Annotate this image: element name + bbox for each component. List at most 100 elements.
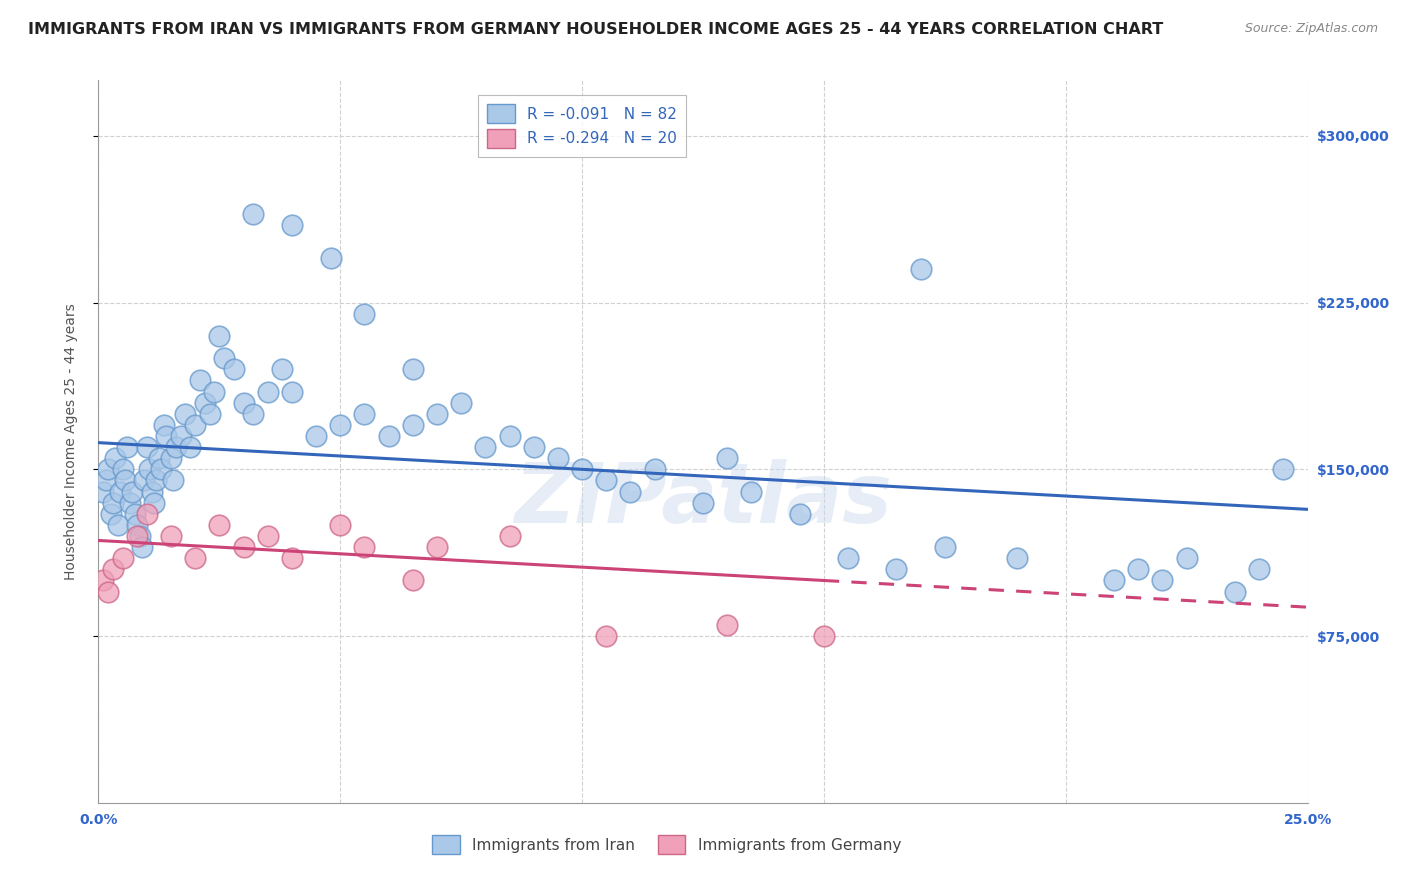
Point (281, 218, 304, 232)
Point (150, 462, 173, 476)
Point (644, 462, 666, 476)
Point (198, 407, 221, 421)
Point (281, 551, 304, 566)
Point (91, 484, 114, 499)
Point (138, 462, 160, 476)
Point (208, 517, 231, 532)
Point (595, 629, 617, 643)
Point (789, 507, 811, 521)
Point (837, 551, 859, 566)
Point (498, 429, 520, 443)
Point (208, 329, 231, 343)
Point (886, 562, 908, 576)
Point (152, 417, 174, 432)
Text: ZIPatlas: ZIPatlas (515, 458, 891, 540)
Point (148, 451, 170, 466)
Point (160, 529, 183, 543)
Point (716, 618, 738, 632)
Point (145, 474, 167, 488)
Point (402, 417, 425, 432)
Point (101, 562, 124, 576)
Point (100, 507, 122, 521)
Point (114, 474, 136, 488)
Point (104, 451, 127, 466)
Point (134, 474, 156, 488)
Text: Source: ZipAtlas.com: Source: ZipAtlas.com (1244, 22, 1378, 36)
Point (450, 395, 472, 409)
Point (232, 540, 254, 554)
Point (242, 407, 264, 421)
Point (127, 529, 149, 543)
Point (595, 474, 617, 488)
Point (1272, 462, 1295, 476)
Point (160, 451, 183, 466)
Point (143, 496, 166, 510)
Point (523, 440, 546, 454)
Point (426, 407, 449, 421)
Point (281, 384, 304, 399)
Point (813, 629, 835, 643)
Point (377, 429, 399, 443)
Point (188, 373, 211, 387)
Point (1128, 562, 1150, 576)
Point (94, 474, 117, 488)
Point (474, 440, 496, 454)
Point (242, 207, 264, 221)
Point (222, 362, 245, 376)
Point (194, 395, 217, 409)
Point (271, 362, 294, 376)
Point (117, 440, 139, 454)
Point (124, 507, 146, 521)
Point (128, 529, 150, 543)
Point (319, 251, 342, 265)
Point (165, 440, 187, 454)
Point (111, 551, 134, 566)
Point (108, 484, 131, 499)
Point (91, 574, 114, 588)
Point (329, 517, 352, 532)
Point (1007, 551, 1029, 566)
Point (232, 395, 254, 409)
Point (1223, 584, 1246, 599)
Point (498, 529, 520, 543)
Point (179, 440, 201, 454)
Point (740, 484, 762, 499)
Point (353, 540, 375, 554)
Point (174, 407, 197, 421)
Point (910, 262, 932, 277)
Point (692, 496, 714, 510)
Point (619, 484, 641, 499)
Point (329, 417, 352, 432)
Point (127, 517, 149, 532)
Point (547, 451, 569, 466)
Point (571, 462, 593, 476)
Point (155, 429, 177, 443)
Point (204, 384, 226, 399)
Point (256, 384, 278, 399)
Point (1152, 574, 1174, 588)
Point (402, 362, 425, 376)
Point (162, 474, 184, 488)
Legend: Immigrants from Iran, Immigrants from Germany: Immigrants from Iran, Immigrants from Ge… (426, 830, 907, 860)
Point (118, 496, 141, 510)
Point (305, 429, 328, 443)
Point (101, 496, 124, 510)
Point (1249, 562, 1271, 576)
Point (1175, 551, 1198, 566)
Y-axis label: Householder Income Ages 25 - 44 years: Householder Income Ages 25 - 44 years (63, 303, 77, 580)
Point (184, 417, 207, 432)
Point (256, 529, 278, 543)
Point (107, 517, 129, 532)
Point (111, 462, 134, 476)
Point (934, 540, 956, 554)
Point (141, 484, 163, 499)
Point (131, 540, 153, 554)
Point (135, 440, 157, 454)
Point (121, 484, 143, 499)
Point (353, 407, 375, 421)
Point (169, 429, 191, 443)
Point (135, 507, 157, 521)
Point (97, 584, 120, 599)
Point (353, 307, 375, 321)
Text: IMMIGRANTS FROM IRAN VS IMMIGRANTS FROM GERMANY HOUSEHOLDER INCOME AGES 25 - 44 : IMMIGRANTS FROM IRAN VS IMMIGRANTS FROM … (28, 22, 1163, 37)
